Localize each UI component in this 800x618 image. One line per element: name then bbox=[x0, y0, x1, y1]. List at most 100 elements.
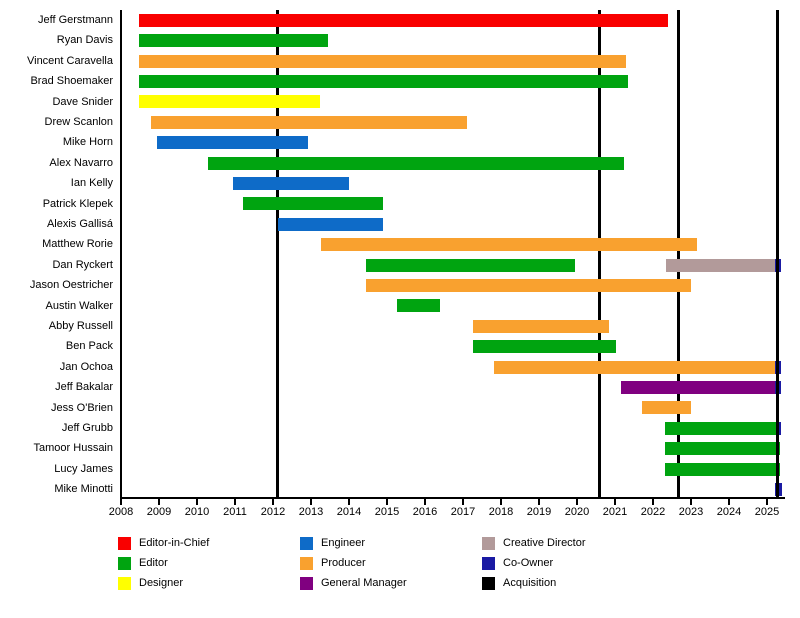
axis-tick-label: 2022 bbox=[640, 506, 666, 518]
row-label: Abby Russell bbox=[48, 320, 113, 332]
row-label: Alex Navarro bbox=[49, 156, 113, 169]
y-axis-line bbox=[120, 10, 122, 498]
timeline-bar-editor bbox=[139, 34, 329, 48]
axis-tick bbox=[196, 499, 198, 505]
row-label: Jason Oestricher bbox=[29, 279, 113, 292]
timeline-bar-editor bbox=[665, 442, 780, 456]
timeline-bar-editor bbox=[665, 421, 777, 435]
legend-label: Co-Owner bbox=[503, 557, 554, 569]
axis-tick-label: 2018 bbox=[488, 506, 514, 518]
row-label: Jan Ochoa bbox=[59, 360, 113, 373]
timeline-bar-producer bbox=[366, 278, 691, 292]
legend-label: Editor-in-Chief bbox=[139, 537, 210, 549]
legend-swatch-editor_in_chief bbox=[118, 537, 131, 550]
timeline-bar-engineer bbox=[157, 136, 308, 150]
row-label: Brad Shoemaker bbox=[30, 75, 113, 88]
row-label: Dave Snider bbox=[52, 95, 113, 108]
axis-tick-label: 2008 bbox=[108, 506, 134, 518]
legend-label: Designer bbox=[139, 577, 184, 589]
axis-tick bbox=[386, 499, 388, 505]
timeline-bar-creative_director bbox=[666, 258, 776, 272]
row-label: Matthew Rorie bbox=[42, 238, 113, 251]
row-label: Mike Horn bbox=[62, 136, 113, 149]
row-label: Jeff Bakalar bbox=[55, 381, 113, 394]
axis-tick-label: 2013 bbox=[298, 506, 324, 518]
axis-tick bbox=[120, 499, 122, 505]
timeline-bar-co_owner bbox=[776, 421, 782, 435]
acquisition-line bbox=[598, 10, 602, 498]
axis-tick bbox=[348, 499, 350, 505]
axis-tick bbox=[690, 499, 692, 505]
row-label: Dan Ryckert bbox=[52, 258, 113, 271]
acquisition-line bbox=[775, 10, 779, 498]
legend-swatch-editor bbox=[118, 557, 131, 570]
axis-tick bbox=[576, 499, 578, 505]
row-label: Drew Scanlon bbox=[44, 116, 113, 128]
timeline-bar-producer bbox=[473, 319, 609, 333]
axis-tick bbox=[158, 499, 160, 505]
row-label: Patrick Klepek bbox=[42, 197, 113, 210]
axis-tick bbox=[614, 499, 616, 505]
axis-tick-label: 2016 bbox=[412, 506, 438, 518]
row-label: Vincent Caravella bbox=[26, 54, 113, 67]
axis-tick bbox=[462, 499, 464, 505]
timeline-bar-editor bbox=[366, 258, 576, 272]
axis-tick bbox=[500, 499, 502, 505]
legend-swatch-designer bbox=[118, 577, 131, 590]
timeline-bar-editor bbox=[396, 299, 441, 313]
legend-swatch-producer bbox=[300, 557, 313, 570]
timeline-bar-engineer bbox=[277, 217, 384, 231]
legend-label: Acquisition bbox=[503, 577, 557, 589]
axis-tick-label: 2009 bbox=[146, 506, 172, 518]
timeline-bar-producer bbox=[151, 115, 467, 129]
legend-label: Creative Director bbox=[503, 537, 586, 549]
timeline-bar-producer bbox=[494, 360, 776, 374]
axis-tick-label: 2021 bbox=[602, 506, 628, 518]
timeline-bar-producer bbox=[320, 238, 697, 252]
legend-label: Editor bbox=[139, 557, 168, 569]
legend-swatch-general_manager bbox=[300, 577, 313, 590]
timeline-bar-editor bbox=[242, 197, 384, 211]
legend-label: General Manager bbox=[321, 577, 407, 589]
axis-tick-label: 2015 bbox=[374, 506, 400, 518]
axis-tick-label: 2010 bbox=[184, 506, 210, 518]
timeline-bar-editor_in_chief bbox=[139, 13, 669, 27]
axis-tick-label: 2025 bbox=[754, 506, 780, 518]
acquisition-line bbox=[276, 10, 280, 498]
legend-swatch-co_owner bbox=[482, 557, 495, 570]
row-label: Jeff Gerstmann bbox=[38, 14, 113, 26]
acquisition-line bbox=[677, 10, 681, 498]
timeline-bar-editor bbox=[208, 156, 625, 170]
row-label: Austin Walker bbox=[45, 299, 113, 312]
row-label: Jess O'Brien bbox=[50, 401, 113, 414]
row-label: Alexis Gallisá bbox=[46, 218, 113, 230]
legend-label: Producer bbox=[321, 557, 366, 569]
timeline-bar-general_manager bbox=[620, 380, 776, 394]
row-label: Lucy James bbox=[54, 462, 113, 475]
x-axis-line bbox=[120, 497, 785, 499]
axis-tick bbox=[652, 499, 654, 505]
row-label: Ryan Davis bbox=[56, 34, 113, 47]
plot-area bbox=[120, 10, 785, 498]
axis-tick-label: 2019 bbox=[526, 506, 552, 518]
timeline-bar-editor bbox=[473, 340, 616, 354]
axis-tick-label: 2024 bbox=[716, 506, 742, 518]
timeline-bar-designer bbox=[139, 95, 321, 109]
axis-tick-label: 2020 bbox=[564, 506, 590, 518]
timeline-bar-engineer bbox=[233, 176, 349, 190]
axis-tick-label: 2012 bbox=[260, 506, 286, 518]
legend-label: Engineer bbox=[321, 537, 366, 549]
axis-tick bbox=[310, 499, 312, 505]
axis-tick bbox=[728, 499, 730, 505]
legend: Editor-in-Chief Editor Designer Engineer Pro… bbox=[0, 537, 800, 607]
row-labels: Jeff Gerstmann Ryan Davis Vincent Caravell… bbox=[0, 10, 113, 498]
row-label: Ben Pack bbox=[65, 340, 113, 353]
row-label: Tamoor Hussain bbox=[33, 442, 113, 455]
timeline-bar-editor bbox=[665, 462, 780, 476]
axis-tick-label: 2017 bbox=[450, 506, 476, 518]
axis-tick bbox=[272, 499, 274, 505]
row-label: Ian Kelly bbox=[70, 177, 113, 190]
axis-tick-label: 2011 bbox=[223, 506, 247, 518]
legend-swatch-engineer bbox=[300, 537, 313, 550]
